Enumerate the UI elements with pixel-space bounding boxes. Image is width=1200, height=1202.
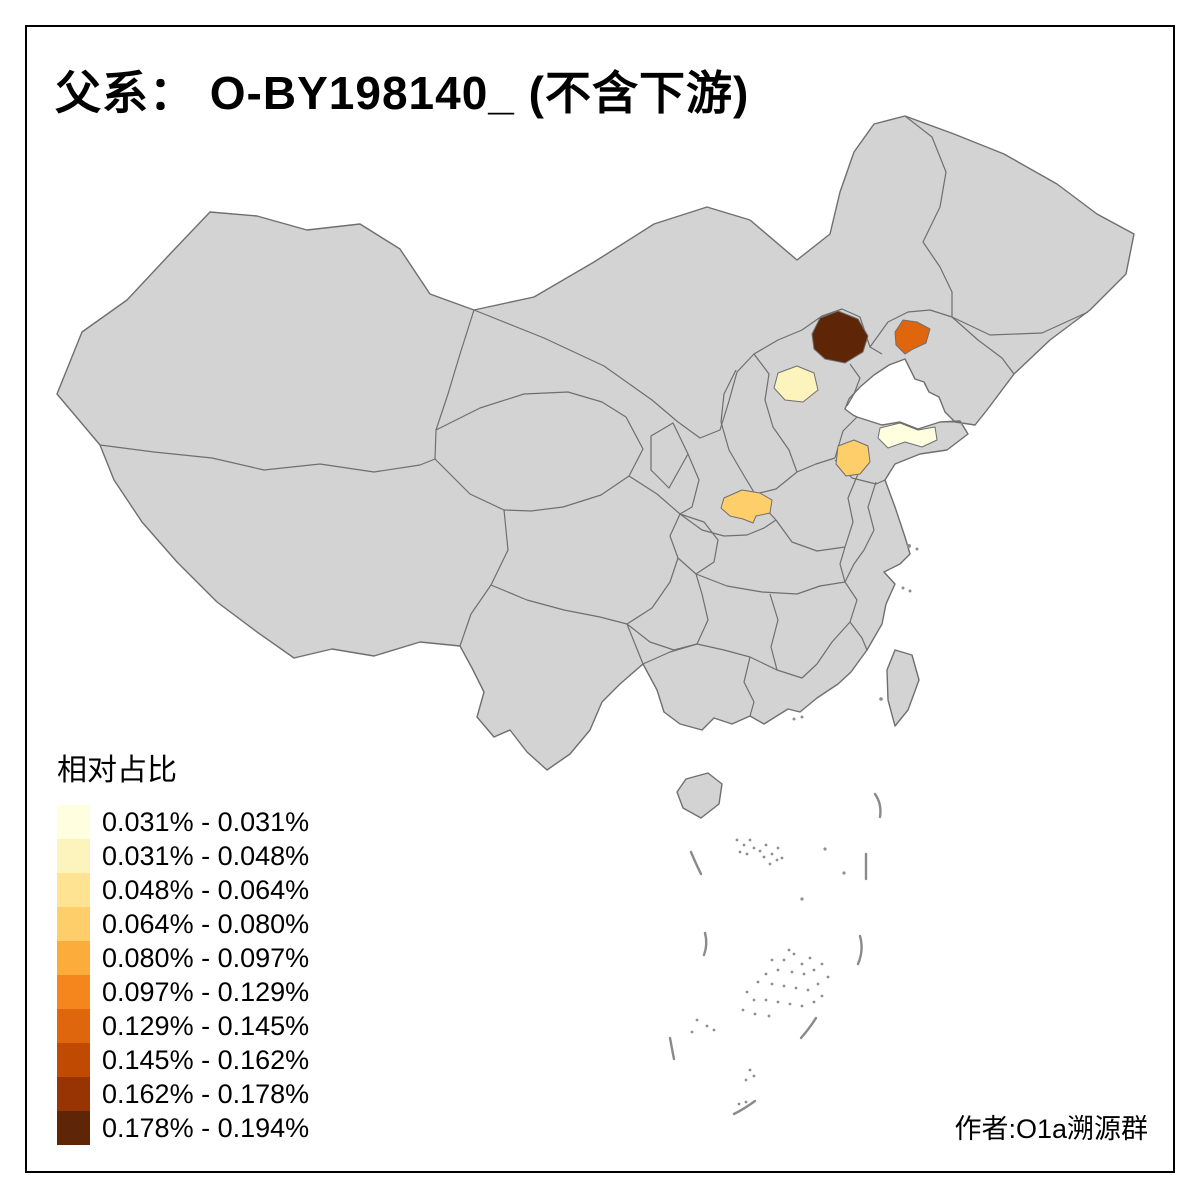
map-region-beijing <box>811 310 869 364</box>
hainan-island <box>676 772 723 819</box>
legend-row: 0.048% - 0.064% <box>57 873 309 907</box>
legend-row: 0.031% - 0.048% <box>57 839 309 873</box>
map-region-shandong-peninsula <box>877 422 938 449</box>
mainland-outline <box>56 115 1135 771</box>
attribution: 作者:O1a溯源群 <box>954 1114 1148 1144</box>
legend-swatch <box>57 1043 90 1077</box>
legend-row: 0.129% - 0.145% <box>57 1009 309 1043</box>
map-region-central-shaanxi <box>720 489 773 524</box>
figure-title: 父系： O-BY198140_ (不含下游) <box>55 67 750 119</box>
legend-label: 0.162% - 0.178% <box>102 1079 310 1109</box>
legend-label: 0.048% - 0.064% <box>102 875 310 905</box>
legend-label: 0.080% - 0.097% <box>102 943 310 973</box>
legend-row: 0.145% - 0.162% <box>57 1043 309 1077</box>
island-specks <box>690 544 919 1106</box>
legend-row: 0.064% - 0.080% <box>57 907 309 941</box>
legend-row: 0.031% - 0.031% <box>57 805 309 839</box>
legend-label: 0.031% - 0.048% <box>102 841 310 871</box>
taiwan-island <box>886 649 920 727</box>
legend-swatch <box>57 1009 90 1043</box>
legend-row: 0.080% - 0.097% <box>57 941 309 975</box>
legend-swatch <box>57 1111 90 1145</box>
legend-label: 0.145% - 0.162% <box>102 1045 310 1075</box>
legend-label: 0.097% - 0.129% <box>102 977 310 1007</box>
province-borders <box>99 115 1089 717</box>
legend-swatch <box>57 975 90 1009</box>
map-region-southwest-shandong <box>835 439 871 477</box>
map-region-west-liaoning <box>894 319 931 355</box>
legend-swatch <box>57 1077 90 1111</box>
legend-swatch <box>57 839 90 873</box>
legend-swatch <box>57 941 90 975</box>
nine-dash-line <box>668 792 882 1116</box>
legend-swatch <box>57 873 90 907</box>
legend-title: 相对占比 <box>57 754 177 787</box>
legend-label: 0.129% - 0.145% <box>102 1011 310 1041</box>
legend-label: 0.064% - 0.080% <box>102 909 310 939</box>
legend-label: 0.031% - 0.031% <box>102 807 310 837</box>
legend-label: 0.178% - 0.194% <box>102 1113 310 1143</box>
plot-frame: 父系： O-BY198140_ (不含下游) 相对占比 0.031% - 0.0… <box>25 25 1175 1173</box>
legend-row: 0.097% - 0.129% <box>57 975 309 1009</box>
map-region-central-hebei <box>773 365 819 403</box>
legend-row: 0.178% - 0.194% <box>57 1111 309 1145</box>
legend-swatch <box>57 907 90 941</box>
legend-row: 0.162% - 0.178% <box>57 1077 309 1111</box>
legend-swatch <box>57 805 90 839</box>
legend: 相对占比 0.031% - 0.031% 0.031% - 0.048% 0.0… <box>57 745 309 1145</box>
